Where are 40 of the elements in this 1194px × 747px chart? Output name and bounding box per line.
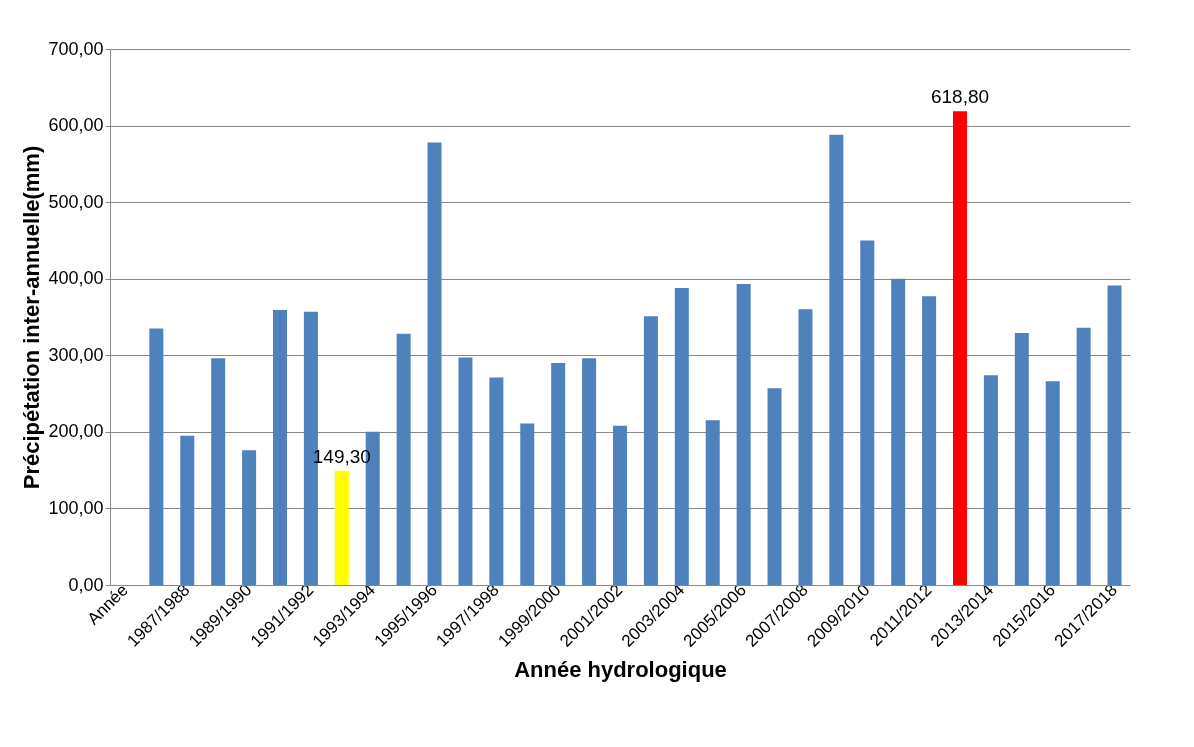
bar <box>551 362 566 585</box>
bar <box>983 375 998 585</box>
bar <box>767 388 782 585</box>
bar <box>1045 381 1060 585</box>
y-tick-label: 200,00 <box>48 421 104 442</box>
bar <box>860 240 875 585</box>
x-axis-title: Année hydrologique <box>514 656 727 682</box>
bar <box>489 377 504 585</box>
bar <box>613 425 627 585</box>
bar <box>1014 333 1029 585</box>
bar <box>736 284 751 585</box>
bar <box>180 435 195 585</box>
bar <box>705 420 720 585</box>
y-tick-label: 700,00 <box>48 38 104 59</box>
y-tick-label: 600,00 <box>48 115 104 136</box>
bar <box>211 358 226 585</box>
y-tick-label: 300,00 <box>48 344 104 365</box>
bar <box>149 328 164 585</box>
bar <box>891 278 906 585</box>
bar <box>922 296 937 585</box>
bar <box>427 142 442 585</box>
bar <box>674 287 689 585</box>
bar <box>798 309 813 585</box>
bar <box>953 111 967 585</box>
data-label: 618,80 <box>930 86 990 108</box>
y-tick-label: 400,00 <box>48 268 104 289</box>
bar <box>458 357 473 585</box>
bar <box>396 333 411 585</box>
bar <box>273 310 287 585</box>
y-tick-label: 500,00 <box>48 191 104 212</box>
bar <box>1107 285 1122 585</box>
bar <box>242 450 257 585</box>
bar <box>520 423 535 585</box>
bar <box>1076 327 1091 585</box>
y-tick-label: 100,00 <box>48 497 104 518</box>
bar <box>334 470 349 585</box>
y-axis-title: Précipétation inter-annuelle(mm) <box>19 145 45 490</box>
bar <box>582 358 597 585</box>
bar <box>829 134 844 585</box>
bar <box>643 316 658 585</box>
